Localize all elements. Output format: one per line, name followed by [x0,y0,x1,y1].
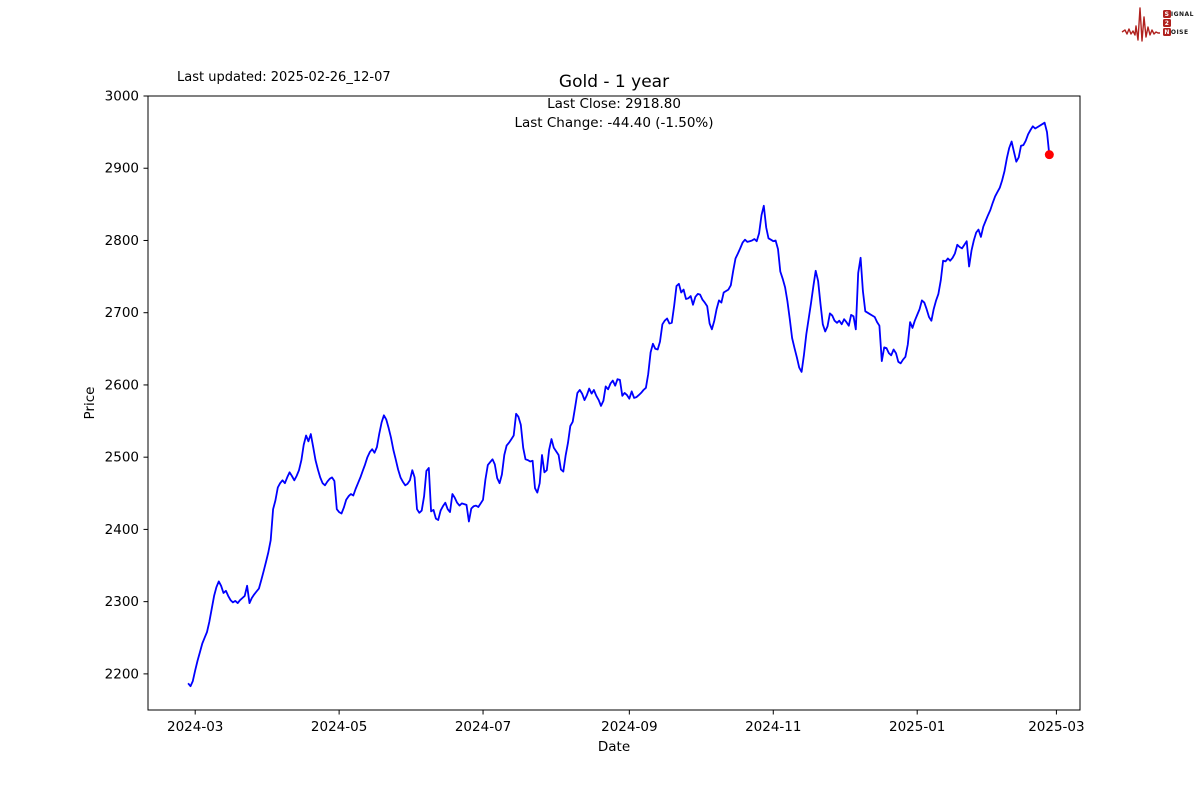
x-tick-label: 2024-07 [455,719,511,735]
logo-letterbox-s: S [1162,10,1171,18]
x-axis-label: Date [597,739,631,755]
y-tick-label: 3000 [105,89,139,105]
y-tick-label: 2500 [105,450,139,466]
y-tick-label: 2900 [105,161,139,177]
y-tick-label: 2200 [105,666,139,682]
x-tick-label: 2025-03 [1028,719,1084,735]
y-tick-label: 2300 [105,594,139,610]
last-change-annotation: Last Change: -44.40 (-1.50%) [514,115,714,131]
last-close-annotation: Last Close: 2918.80 [547,96,681,112]
waveform-icon [1121,7,1160,42]
x-tick-label: 2025-01 [889,719,945,735]
x-tick-label: 2024-03 [167,719,223,735]
price-line-series [187,121,1051,688]
logo-letterbox-n: N [1162,28,1171,36]
y-tick-label: 2600 [105,377,139,393]
logo-row-noise: N OISE [1162,28,1189,36]
y-tick-label: 2400 [105,522,139,538]
x-tick-label: 2024-11 [745,719,801,735]
logo-row-signal: S IGNAL [1162,10,1194,18]
x-tick-label: 2024-05 [311,719,367,735]
logo-wordmark: S IGNAL 2 N OISE [1162,10,1194,36]
y-tick-label: 2700 [105,305,139,321]
logo-row-2: 2 [1162,19,1194,27]
chart-title: Gold - 1 year [558,72,670,92]
plot-border [147,95,1081,711]
y-axis-label: Price [82,386,98,420]
last-price-marker [1044,150,1054,160]
x-tick-label: 2024-09 [601,719,657,735]
logo-letterbox-2: 2 [1162,19,1171,27]
y-tick-label: 2800 [105,233,139,249]
last-updated-label: Last updated: 2025-02-26_12-07 [177,70,391,85]
signal2noise-logo: S IGNAL 2 N OISE [1121,4,1194,42]
